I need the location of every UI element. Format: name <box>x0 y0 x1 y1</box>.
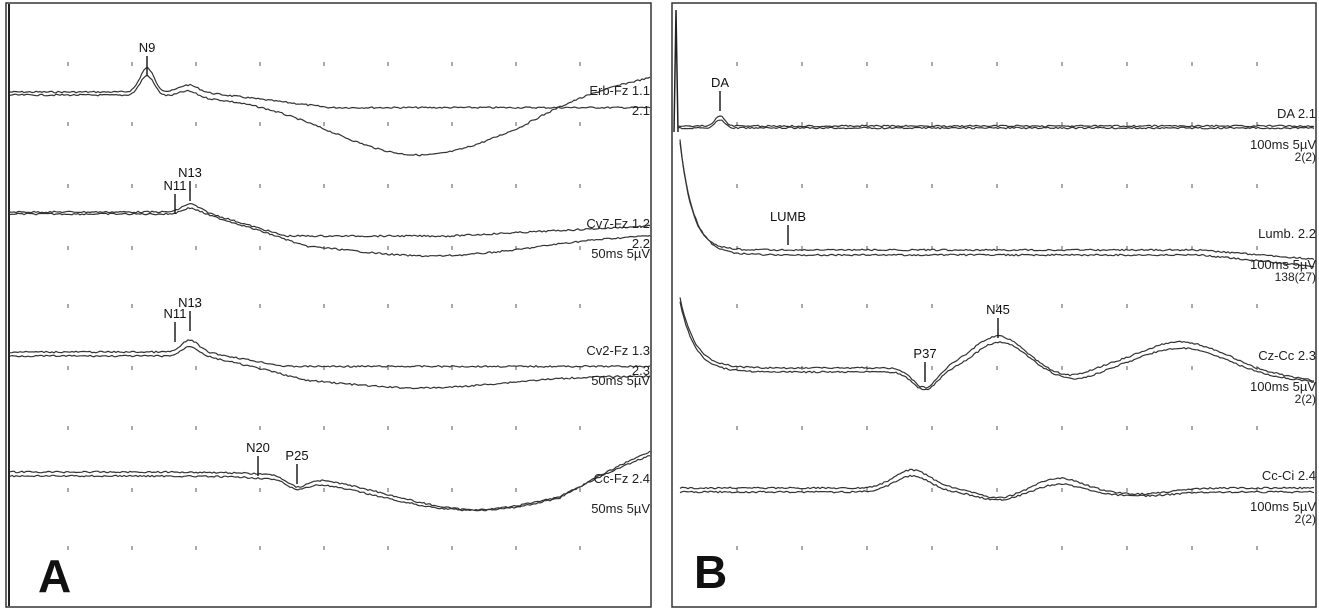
peak-label: N11 <box>164 306 187 321</box>
trace-label-secondary: 2.1 <box>632 103 650 118</box>
trace-settings-secondary: 2(2) <box>1295 392 1316 406</box>
peak-label: N13 <box>178 165 202 180</box>
trace-cc-ci-2 <box>679 474 1315 501</box>
trace-label: Cv7-Fz 1.2 <box>586 216 650 231</box>
trace-label: Cc-Ci 2.4 <box>1262 468 1316 483</box>
trace-erb-fz-2 <box>9 75 651 157</box>
panel-b-grid <box>736 62 1258 550</box>
panel-a-frame <box>5 2 652 608</box>
peak-label: DA <box>711 75 729 90</box>
trace-settings-secondary: 138(27) <box>1275 270 1316 284</box>
trace-da-2 <box>677 119 1315 130</box>
trace-settings: 100ms 5µV <box>1250 257 1316 272</box>
stimulus-artifact <box>673 9 679 133</box>
panel-a-letter: A <box>38 550 71 602</box>
trace-cz-cc-1 <box>679 297 1315 389</box>
peak-label: P37 <box>913 346 936 361</box>
panel-b-traces <box>673 9 1315 501</box>
trace-label: Erb-Fz 1.1 <box>589 83 650 98</box>
peak-label: N20 <box>246 440 270 455</box>
trace-settings-secondary: 2(2) <box>1295 150 1316 164</box>
trace-cv2-fz-1 <box>9 339 651 368</box>
peak-label: LUMB <box>770 209 806 224</box>
trace-settings: 50ms 5µV <box>591 501 650 516</box>
peak-label: N11 <box>164 178 187 193</box>
trace-settings-secondary: 2(2) <box>1295 512 1316 526</box>
trace-cc-fz-2 <box>9 455 651 512</box>
peak-label: N45 <box>986 302 1010 317</box>
trace-cz-cc-2 <box>679 301 1315 391</box>
trace-cc-ci-1 <box>679 468 1315 499</box>
panel-a-grid <box>67 62 581 550</box>
trace-settings: 100ms 5µV <box>1250 379 1316 394</box>
peak-label: P25 <box>285 448 308 463</box>
peak-label: N9 <box>139 40 156 55</box>
trace-cv7-fz-1 <box>9 202 651 238</box>
trace-erb-fz-1 <box>9 67 651 110</box>
trace-lumb-1 <box>679 139 1315 260</box>
trace-da-1 <box>677 115 1315 128</box>
trace-label: Cz-Cc 2.3 <box>1258 348 1316 363</box>
trace-label-secondary: 2.3 <box>632 363 650 378</box>
trace-cc-fz-1 <box>9 450 651 512</box>
trace-settings: 50ms 5µV <box>591 246 650 261</box>
trace-label-secondary: 2.2 <box>632 236 650 251</box>
panel-b-frame <box>671 2 1317 608</box>
panel-a-traces <box>9 67 651 512</box>
trace-settings: 100ms 5µV <box>1250 137 1316 152</box>
panel-b-letter: B <box>694 546 727 598</box>
trace-cv7-fz-2 <box>9 206 651 258</box>
trace-settings: 100ms 5µV <box>1250 499 1316 514</box>
trace-cv2-fz-2 <box>9 346 651 390</box>
trace-lumb-2 <box>679 142 1315 268</box>
trace-label: Cv2-Fz 1.3 <box>586 343 650 358</box>
trace-label: Cc-Fz 2.4 <box>594 471 650 486</box>
trace-settings: 50ms 5µV <box>591 373 650 388</box>
trace-label: DA 2.1 <box>1277 106 1316 121</box>
peak-label: N13 <box>178 295 202 310</box>
trace-label: Lumb. 2.2 <box>1258 226 1316 241</box>
